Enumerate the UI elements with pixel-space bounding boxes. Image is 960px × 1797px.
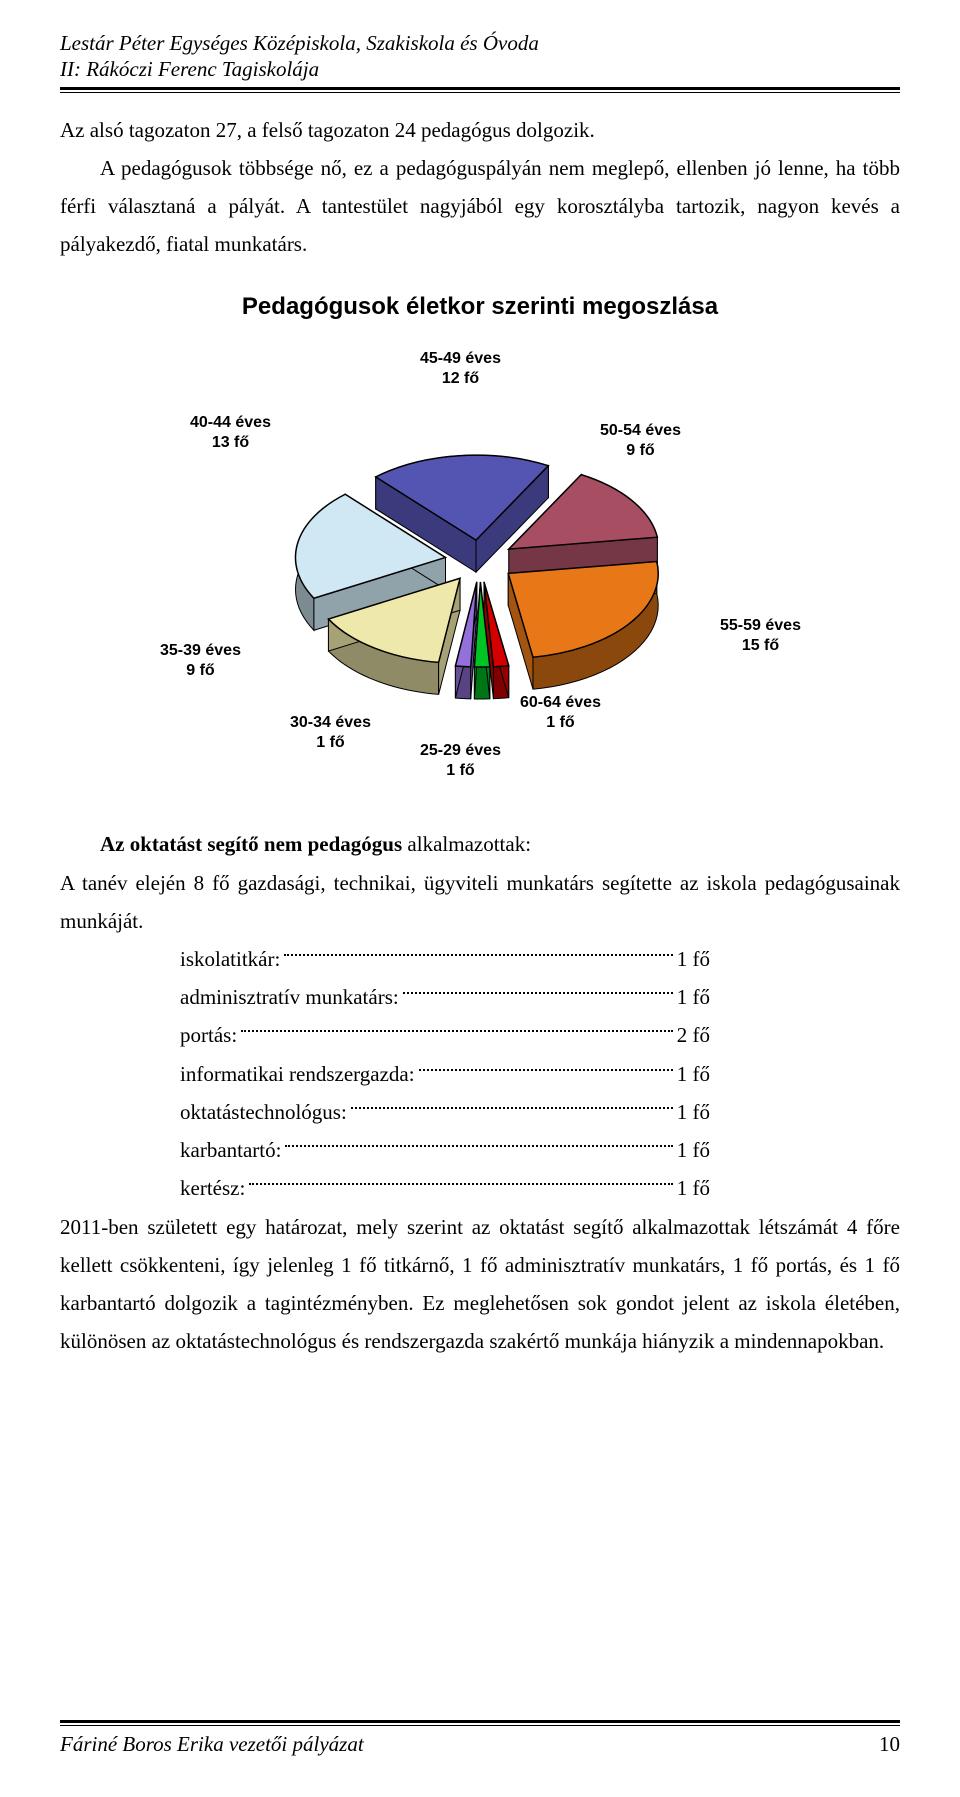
chart-label: 35-39 éves 9 fő <box>160 641 241 679</box>
chart-title: Pedagógusok életkor szerinti megoszlása <box>120 293 840 321</box>
leader-dots <box>249 1169 672 1185</box>
paragraph-2: A pedagógusok többsége nő, ez a pedagógu… <box>60 149 900 264</box>
leader-dots <box>284 940 672 956</box>
staff-value: 2 fő <box>677 1016 710 1054</box>
staff-value: 1 fő <box>677 1131 710 1169</box>
chart-label: 25-29 éves 1 fő <box>420 741 501 779</box>
chart-label: 60-64 éves 1 fő <box>520 693 601 731</box>
staff-list-row: informatikai rendszergazda: 1 fő <box>180 1055 710 1093</box>
footer-rule-thin <box>60 1725 900 1726</box>
staff-list-row: iskolatitkár: 1 fő <box>180 940 710 978</box>
header-line1: Lestár Péter Egységes Középiskola, Szaki… <box>60 30 900 56</box>
staff-value: 1 fő <box>677 1093 710 1131</box>
page-footer: Fáriné Boros Erika vezetői pályázat 10 <box>60 1720 900 1757</box>
header-rule-thick <box>60 87 900 90</box>
paragraph-5: 2011-ben született egy határozat, mely s… <box>60 1208 900 1361</box>
leader-dots <box>351 1093 673 1109</box>
page-header: Lestár Péter Egységes Középiskola, Szaki… <box>60 30 900 83</box>
leader-dots <box>419 1055 673 1071</box>
staff-label: kertész: <box>180 1169 245 1207</box>
staff-value: 1 fő <box>677 1055 710 1093</box>
footer-rule-thick <box>60 1720 900 1723</box>
header-line2: II: Rákóczi Ferenc Tagiskolája <box>60 56 900 82</box>
staff-list-row: oktatástechnológus: 1 fő <box>180 1093 710 1131</box>
paragraph-1: Az alsó tagozaton 27, a felső tagozaton … <box>60 111 900 149</box>
pie-svg <box>120 341 840 801</box>
staff-label: karbantartó: <box>180 1131 281 1169</box>
paragraph-4: A tanév elején 8 fő gazdasági, technikai… <box>60 864 900 940</box>
staff-label: informatikai rendszergazda: <box>180 1055 415 1093</box>
chart-label: 55-59 éves 15 fő <box>720 616 801 654</box>
para3-lead: Az oktatást segítő nem pedagógus <box>100 832 402 856</box>
staff-label: oktatástechnológus: <box>180 1093 347 1131</box>
page-number: 10 <box>879 1732 900 1757</box>
staff-list-row: kertész: 1 fő <box>180 1169 710 1207</box>
chart-canvas: 25-29 éves 1 fő 30-34 éves 1 fő 35-39 éves… <box>120 341 840 801</box>
chart-label: 30-34 éves 1 fő <box>290 713 371 751</box>
staff-value: 1 fő <box>677 940 710 978</box>
age-distribution-chart: Pedagógusok életkor szerinti megoszlása … <box>120 293 840 801</box>
leader-dots <box>403 978 673 994</box>
staff-value: 1 fő <box>677 978 710 1016</box>
staff-list: iskolatitkár:1 főadminisztratív munkatár… <box>180 940 900 1208</box>
staff-list-row: karbantartó: 1 fő <box>180 1131 710 1169</box>
staff-label: iskolatitkár: <box>180 940 280 978</box>
paragraph-3: Az oktatást segítő nem pedagógus alkalma… <box>60 825 900 863</box>
staff-label: portás: <box>180 1016 237 1054</box>
staff-list-row: portás: 2 fő <box>180 1016 710 1054</box>
staff-value: 1 fő <box>677 1169 710 1207</box>
header-rule-thin <box>60 92 900 93</box>
footer-text: Fáriné Boros Erika vezetői pályázat <box>60 1732 364 1757</box>
para3-rest: alkalmazottak: <box>402 832 531 856</box>
leader-dots <box>241 1016 673 1032</box>
chart-label: 45-49 éves 12 fő <box>420 349 501 387</box>
chart-label: 50-54 éves 9 fő <box>600 421 681 459</box>
chart-label: 40-44 éves 13 fő <box>190 413 271 451</box>
staff-label: adminisztratív munkatárs: <box>180 978 399 1016</box>
staff-list-row: adminisztratív munkatárs: 1 fő <box>180 978 710 1016</box>
leader-dots <box>285 1131 672 1147</box>
